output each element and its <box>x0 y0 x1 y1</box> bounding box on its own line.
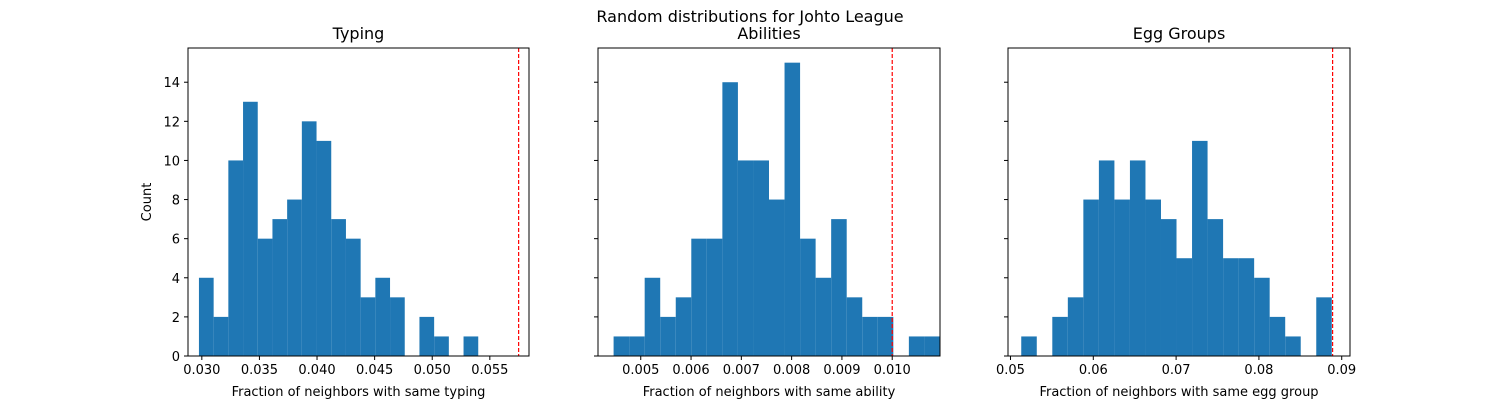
histogram-bar <box>1192 140 1208 356</box>
histogram-bar <box>1098 160 1115 356</box>
histogram-bar <box>463 336 479 356</box>
histogram-bar <box>345 238 361 356</box>
x-tick-label: 0.06 <box>1079 363 1108 378</box>
x-tick-label: 0.005 <box>622 363 659 378</box>
histogram-bar <box>1316 297 1332 356</box>
histogram-bar <box>629 336 645 356</box>
histogram-bar <box>1176 258 1193 356</box>
histogram-bar <box>706 238 723 356</box>
histogram-bar <box>1052 316 1068 356</box>
axes-frame <box>597 47 941 357</box>
x-axis-label: Fraction of neighbors with same egg grou… <box>1039 385 1318 400</box>
histogram-bar <box>722 82 738 356</box>
histogram-bar <box>815 277 832 356</box>
histogram-bar <box>675 297 692 356</box>
histogram-bar <box>862 316 878 356</box>
x-axis-label: Fraction of neighbors with same typing <box>232 385 486 400</box>
x-tick-label: 0.040 <box>298 363 335 378</box>
histogram-bar <box>287 199 302 356</box>
histogram-bar <box>737 160 754 356</box>
x-tick-label: 0.050 <box>414 363 451 378</box>
x-tick-label: 0.007 <box>723 363 760 378</box>
x-tick-label: 0.008 <box>773 363 810 378</box>
subplot-title: Abilities <box>737 24 800 43</box>
histogram-bar <box>908 336 925 356</box>
x-tick-label: 0.030 <box>183 363 220 378</box>
histogram-bar <box>831 219 847 356</box>
x-tick-label: 0.07 <box>1162 363 1191 378</box>
histogram-bar <box>1207 219 1224 356</box>
histogram-bar <box>1114 199 1130 356</box>
y-axis-label: Count <box>140 183 155 222</box>
subplot-2: 0.005 0.006 0.007 0.008 0.009 0.010 Abilities F… <box>594 24 941 400</box>
histogram-bar <box>198 277 214 356</box>
axes-frame <box>1007 47 1351 357</box>
histogram-bar <box>800 238 816 356</box>
histogram-bar <box>1083 199 1099 356</box>
histogram-bar <box>213 316 229 356</box>
histogram-bar <box>434 336 449 356</box>
histogram-bar <box>1269 316 1286 356</box>
histogram-bar <box>243 101 258 357</box>
figure-suptitle: Random distributions for Johto League <box>596 7 903 26</box>
histogram-bar <box>691 238 707 356</box>
y-tick-label: 2 <box>172 311 180 326</box>
histogram-bar <box>1254 277 1270 356</box>
histogram-bar <box>316 140 332 356</box>
y-tick-label: 0 <box>172 350 180 365</box>
histogram-bar <box>846 297 863 356</box>
histogram-bar <box>301 121 317 356</box>
histogram-bar <box>644 277 661 356</box>
histogram-bar <box>375 277 391 356</box>
x-tick-label: 0.006 <box>672 363 709 378</box>
histogram-bar <box>390 297 405 356</box>
y-tick-label: 10 <box>163 154 180 169</box>
x-tick-label: 0.05 <box>996 363 1025 378</box>
histogram-bar <box>1021 336 1037 356</box>
histogram-bar <box>784 62 801 357</box>
histogram-bar <box>753 160 769 356</box>
x-axis-label: Fraction of neighbors with same ability <box>643 385 896 400</box>
histogram-bar <box>877 316 894 356</box>
y-tick-label: 14 <box>163 76 180 91</box>
subplot-1: 0.030 0.035 0.040 0.045 0.050 0.055 0 2 4 6 8 10 12 1… <box>140 24 530 400</box>
histogram-bar <box>660 316 676 356</box>
histogram-bar <box>924 336 940 356</box>
histogram-bar <box>228 160 244 356</box>
histogram-bar <box>1285 336 1301 356</box>
subplot-title: Typing <box>332 24 385 43</box>
axes-frame <box>187 47 530 357</box>
x-tick-label: 0.009 <box>823 363 860 378</box>
histogram-bar <box>1238 258 1255 356</box>
histogram-bar <box>1160 219 1177 356</box>
x-tick-label: 0.010 <box>874 363 911 378</box>
histogram-bar <box>331 219 346 356</box>
y-tick-label: 8 <box>172 194 180 209</box>
x-tick-label: 0.045 <box>356 363 393 378</box>
histogram-bar <box>257 238 273 356</box>
histogram-bar <box>1145 199 1161 356</box>
histogram-bar <box>1223 258 1239 356</box>
histogram-bar <box>1067 297 1084 356</box>
histogram-bar <box>360 297 376 356</box>
x-tick-label: 0.09 <box>1327 363 1356 378</box>
x-tick-label: 0.055 <box>471 363 508 378</box>
x-tick-label: 0.08 <box>1244 363 1273 378</box>
y-tick-label: 4 <box>172 272 180 287</box>
subplot-title: Egg Groups <box>1133 24 1226 43</box>
y-tick-label: 6 <box>172 233 180 248</box>
histogram-bar <box>1129 160 1146 356</box>
histogram-bar <box>769 199 785 356</box>
histogram-bar <box>272 219 288 356</box>
x-tick-label: 0.035 <box>241 363 278 378</box>
y-tick-label: 12 <box>163 115 180 130</box>
subplot-3: 0.05 0.06 0.07 0.08 0.09 Egg Groups Fraction o… <box>996 24 1356 400</box>
histogram-bar <box>419 316 435 356</box>
histogram-bar <box>613 336 630 356</box>
